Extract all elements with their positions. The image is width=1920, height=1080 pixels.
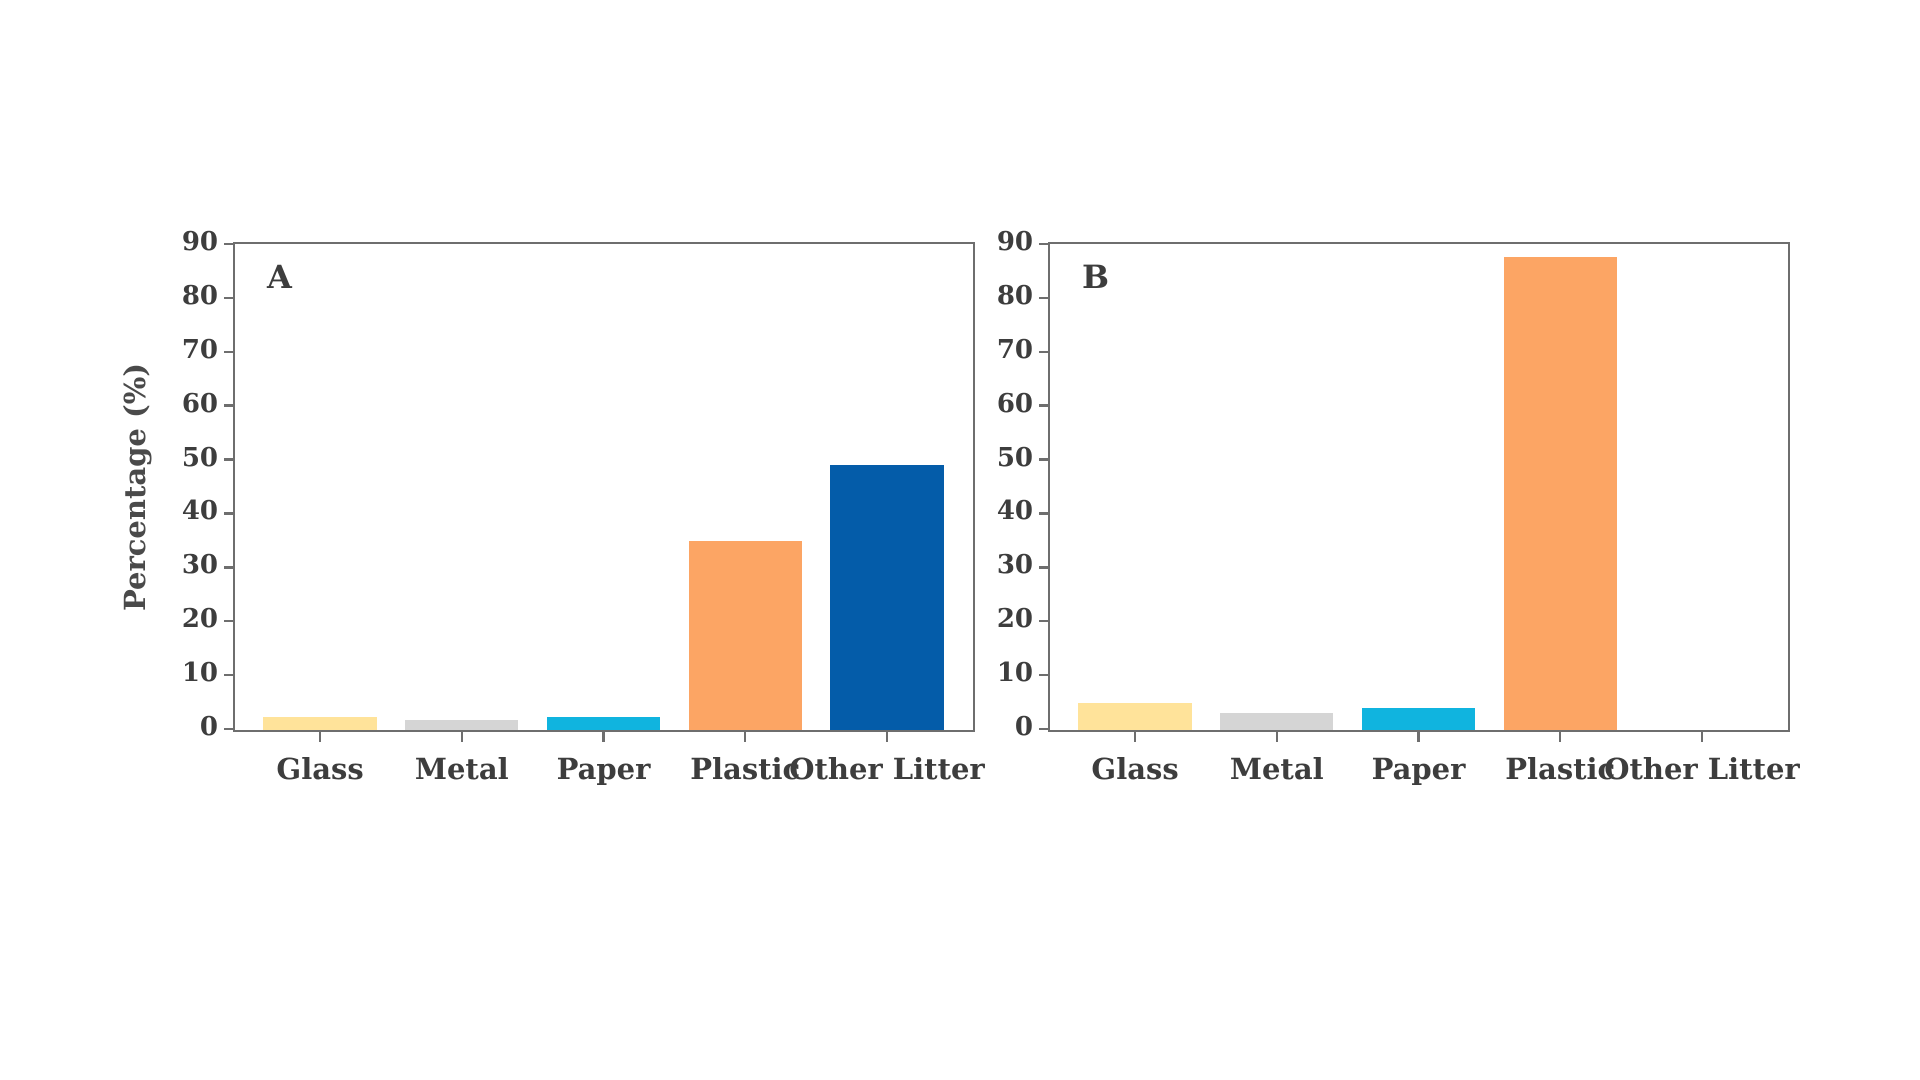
x-tick-label-plastic: Plastic bbox=[1505, 752, 1616, 786]
y-tick-label: 40 bbox=[996, 496, 1033, 527]
x-axis-tick bbox=[460, 732, 464, 742]
x-axis-tick bbox=[885, 732, 889, 742]
y-axis-tick bbox=[1039, 566, 1048, 569]
y-axis-tick bbox=[1039, 404, 1048, 407]
bar-metal bbox=[1220, 713, 1334, 730]
bar-paper bbox=[546, 717, 661, 730]
y-tick-label: 80 bbox=[181, 280, 218, 311]
bar-plastic bbox=[688, 540, 802, 730]
y-tick-label: 30 bbox=[996, 550, 1033, 581]
y-tick-label: 30 bbox=[181, 550, 218, 581]
bar-glass bbox=[263, 717, 377, 730]
bar-other-litter bbox=[830, 464, 944, 730]
y-axis-tick bbox=[224, 350, 233, 354]
y-axis-tick bbox=[224, 673, 233, 677]
x-tick-label-glass: Glass bbox=[1091, 752, 1179, 786]
y-tick-label: 0 bbox=[199, 712, 218, 742]
y-tick-label: 20 bbox=[996, 604, 1033, 635]
x-axis-tick bbox=[1700, 732, 1704, 742]
y-axis-tick bbox=[224, 242, 233, 246]
y-tick-label: 70 bbox=[996, 334, 1033, 365]
x-tick-label-metal: Metal bbox=[1229, 752, 1324, 786]
y-tick-label: 0 bbox=[1014, 712, 1033, 742]
x-axis-tick bbox=[602, 732, 605, 742]
x-axis-tick bbox=[1558, 732, 1562, 742]
bar-plastic bbox=[1503, 257, 1617, 730]
y-tick-label: 40 bbox=[181, 496, 218, 527]
x-tick-label-plastic: Plastic bbox=[690, 752, 801, 786]
x-axis-tick bbox=[1133, 732, 1137, 742]
bar-glass bbox=[1078, 702, 1192, 730]
y-tick-label: 20 bbox=[181, 604, 218, 635]
y-axis-tick bbox=[1039, 673, 1048, 677]
y-tick-label: 50 bbox=[181, 442, 218, 473]
x-tick-label-glass: Glass bbox=[276, 752, 364, 786]
x-axis-tick bbox=[743, 732, 747, 742]
y-axis-tick bbox=[224, 404, 233, 407]
y-axis-tick bbox=[224, 619, 233, 623]
y-tick-label: 80 bbox=[996, 280, 1033, 311]
y-axis-tick bbox=[1039, 512, 1048, 515]
y-axis-tick bbox=[1039, 458, 1048, 461]
x-tick-label-other-litter: Other Litter bbox=[789, 752, 985, 786]
bar-metal bbox=[405, 719, 519, 730]
y-axis-tick bbox=[1039, 350, 1048, 354]
y-axis-tick bbox=[1039, 242, 1048, 246]
x-tick-label-paper: Paper bbox=[1371, 752, 1466, 786]
y-tick-label: 90 bbox=[996, 227, 1033, 257]
x-axis-tick bbox=[318, 732, 322, 742]
y-tick-label: 70 bbox=[181, 334, 218, 365]
x-axis-tick bbox=[1417, 732, 1420, 742]
y-axis-tick bbox=[224, 458, 233, 461]
panel-letter-a: A bbox=[267, 258, 292, 296]
x-axis-tick bbox=[1275, 732, 1279, 742]
x-tick-label-other-litter: Other Litter bbox=[1604, 752, 1800, 786]
bar-paper bbox=[1361, 707, 1476, 730]
y-axis-tick bbox=[1039, 296, 1048, 300]
panel-letter-b: B bbox=[1082, 258, 1110, 296]
y-axis-tick bbox=[224, 512, 233, 515]
y-axis-tick bbox=[224, 727, 233, 731]
y-tick-label: 10 bbox=[181, 658, 218, 689]
y-axis-tick bbox=[224, 566, 233, 569]
y-axis-title: Percentage (%) bbox=[118, 363, 152, 611]
y-tick-label: 10 bbox=[996, 658, 1033, 689]
y-axis-tick bbox=[1039, 727, 1048, 731]
chart-panel-a: A 0 10 20 30 40 50 60 70 80 90 Glass Metal Paper Plas… bbox=[182, 227, 985, 786]
y-tick-label: 60 bbox=[996, 388, 1033, 419]
y-tick-label: 90 bbox=[181, 227, 218, 257]
y-axis-tick bbox=[224, 296, 233, 300]
y-axis-tick bbox=[1039, 619, 1048, 623]
y-tick-label: 60 bbox=[181, 388, 218, 419]
x-tick-label-metal: Metal bbox=[414, 752, 509, 786]
y-tick-label: 50 bbox=[996, 442, 1033, 473]
chart-panel-b: B 0 10 20 30 40 50 60 70 80 90 Glass Metal Paper Plas… bbox=[997, 227, 1800, 786]
x-tick-label-paper: Paper bbox=[556, 752, 651, 786]
